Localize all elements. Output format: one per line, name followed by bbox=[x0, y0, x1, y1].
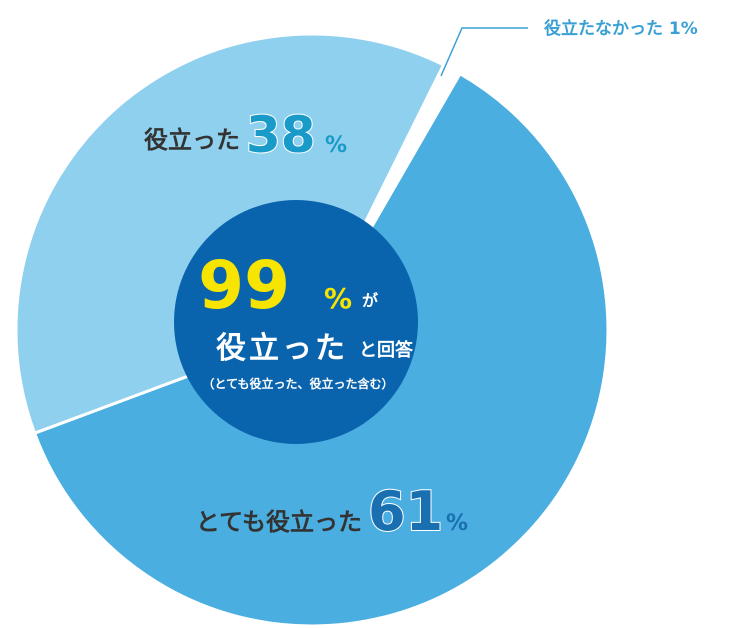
center-unit: % bbox=[324, 282, 352, 315]
slice-label: 役立った bbox=[144, 126, 240, 154]
value-unit: % bbox=[446, 511, 468, 536]
center-value: 99 bbox=[198, 247, 290, 324]
value-unit: % bbox=[325, 133, 347, 158]
value-label: 38 bbox=[246, 106, 316, 164]
slice-label: とても役立った bbox=[196, 508, 362, 536]
center-tail: と回答 bbox=[359, 339, 414, 361]
center-circle bbox=[174, 200, 418, 444]
center-note: （とても役立った、役立った含む） bbox=[202, 376, 393, 391]
slice-value-label: 1% bbox=[669, 19, 698, 39]
slice-label-name: 役立たなかった bbox=[544, 18, 663, 39]
value-label: 61 bbox=[368, 480, 443, 543]
center-suffix: が bbox=[362, 291, 378, 310]
leader-line bbox=[440, 27, 528, 77]
slice-label: 役立たなかった 1% bbox=[544, 18, 698, 39]
center-main: 役立った bbox=[216, 331, 348, 366]
